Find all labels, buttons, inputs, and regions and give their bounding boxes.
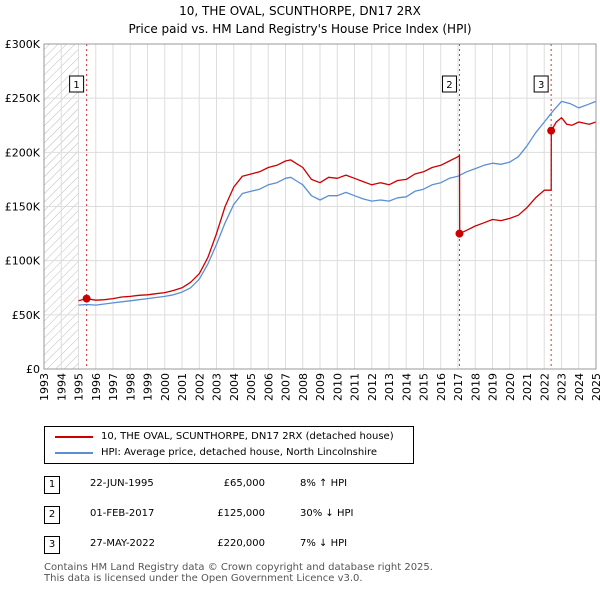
transaction-label: 1 — [73, 80, 79, 91]
transaction-date: 27-MAY-2022 — [90, 538, 156, 549]
legend-swatch-hpi — [55, 452, 93, 454]
x-tick-label: 2003 — [211, 373, 224, 401]
transaction-point — [455, 229, 464, 238]
transaction-label: 2 — [446, 80, 452, 91]
x-tick-label: 2019 — [487, 373, 500, 401]
hpi-series-line — [78, 100, 597, 306]
x-tick-label: 2004 — [228, 373, 241, 401]
transaction-hpi: 7% ↓ HPI — [300, 538, 348, 549]
transaction-hpi: 8% ↑ HPI — [300, 478, 348, 489]
transaction-price: £65,000 — [223, 478, 265, 489]
price-series-line — [78, 117, 597, 302]
footer-copyright: Contains HM Land Registry data © Crown c… — [44, 562, 433, 573]
transaction-label-box — [69, 75, 85, 93]
transaction-marker: 2 — [44, 506, 60, 524]
x-tick-label: 2006 — [262, 373, 275, 401]
legend-label-price: 10, THE OVAL, SCUNTHORPE, DN17 2RX (deta… — [101, 431, 394, 442]
y-tick-label: £250K — [5, 92, 41, 105]
x-tick-label: 1993 — [38, 373, 51, 401]
x-tick-label: 2016 — [435, 373, 448, 401]
transaction-row: 3 27-MAY-2022 £220,000 7% ↓ HPI — [0, 536, 600, 556]
transaction-label-box — [441, 75, 457, 93]
transaction-marker: 1 — [44, 476, 60, 494]
x-tick-label: 1994 — [55, 373, 68, 401]
x-tick-label: 2002 — [193, 373, 206, 401]
transaction-price: £220,000 — [217, 538, 265, 549]
x-tick-label: 2011 — [349, 373, 362, 401]
x-tick-label: 2005 — [245, 373, 258, 401]
x-tick-label: 2021 — [521, 373, 534, 401]
x-tick-label: 2015 — [418, 373, 431, 401]
transaction-row: 1 22-JUN-1995 £65,000 8% ↑ HPI — [0, 476, 600, 496]
x-tick-label: 2024 — [573, 373, 586, 401]
price-chart: 1 2 3 £0 £50K £100K £150K £200K £250K £300K 1993 1… — [5, 38, 600, 401]
x-tick-label: 2012 — [366, 373, 379, 401]
chart-subtitle: Price paid vs. HM Land Registry's House … — [128, 22, 472, 36]
y-tick-label: £100K — [5, 255, 41, 268]
x-tick-label: 2009 — [314, 373, 327, 401]
y-tick-label: £50K — [12, 309, 41, 322]
x-tick-label: 1999 — [142, 373, 155, 401]
x-tick-label: 1997 — [107, 373, 120, 401]
transaction-price: £125,000 — [217, 508, 265, 519]
x-tick-label: 1995 — [73, 373, 86, 401]
legend-swatch-price — [55, 436, 93, 438]
x-tick-label: 2000 — [159, 373, 172, 401]
transaction-date: 01-FEB-2017 — [90, 508, 155, 519]
x-tick-label: 2001 — [176, 373, 189, 401]
y-tick-label: £300K — [5, 38, 41, 51]
chart-title: 10, THE OVAL, SCUNTHORPE, DN17 2RX — [179, 4, 421, 18]
x-tick-label: 1996 — [90, 373, 103, 401]
y-tick-label: £0 — [26, 363, 40, 376]
legend: 10, THE OVAL, SCUNTHORPE, DN17 2RX (deta… — [44, 426, 414, 464]
transaction-point — [547, 126, 556, 135]
footer-licence: This data is licensed under the Open Gov… — [44, 573, 363, 584]
transaction-label-box — [533, 75, 549, 93]
y-tick-label: £200K — [5, 146, 41, 159]
x-tick-label: 2020 — [504, 373, 517, 401]
transaction-label: 3 — [538, 80, 544, 91]
x-tick-label: 2022 — [538, 373, 551, 401]
x-tick-label: 2010 — [331, 373, 344, 401]
transaction-marker: 3 — [44, 536, 60, 554]
legend-item-hpi: HPI: Average price, detached house, Nort… — [45, 445, 411, 461]
x-tick-label: 1998 — [124, 373, 137, 401]
x-tick-label: 2013 — [383, 373, 396, 401]
transaction-point — [82, 294, 91, 303]
x-tick-label: 2014 — [400, 373, 413, 401]
transaction-row: 2 01-FEB-2017 £125,000 30% ↓ HPI — [0, 506, 600, 526]
legend-label-hpi: HPI: Average price, detached house, Nort… — [101, 447, 378, 458]
plot-frame — [43, 43, 597, 370]
x-tick-label: 2023 — [556, 373, 569, 401]
legend-item-price: 10, THE OVAL, SCUNTHORPE, DN17 2RX (deta… — [45, 429, 411, 445]
x-tick-label: 2007 — [280, 373, 293, 401]
x-tick-label: 2018 — [469, 373, 482, 401]
x-tick-label: 2017 — [452, 373, 465, 401]
x-tick-label: 2025 — [590, 373, 600, 401]
x-tick-label: 2008 — [297, 373, 310, 401]
transaction-date: 22-JUN-1995 — [90, 478, 154, 489]
y-tick-label: £150K — [5, 201, 41, 214]
transaction-hpi: 30% ↓ HPI — [300, 508, 354, 519]
